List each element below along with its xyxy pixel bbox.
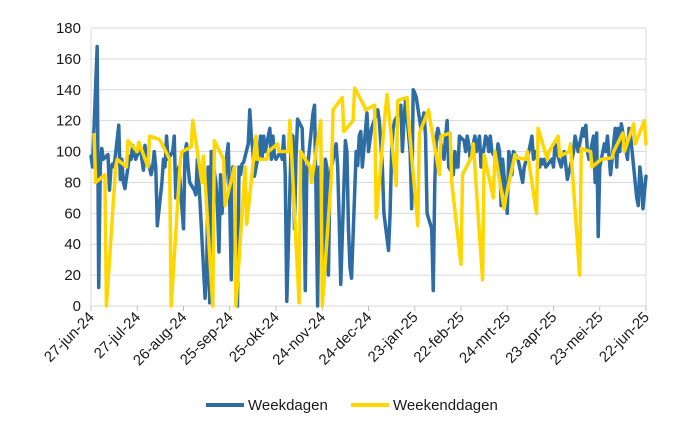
x-axis: 27-jun-2427-jul-2426-aug-2425-sep-2425-o…: [41, 306, 653, 369]
legend-label-weekdagen: Weekdagen: [248, 397, 328, 414]
x-tick-label: 22-jun-25: [596, 309, 653, 366]
y-tick-label: 80: [64, 174, 81, 191]
y-tick-label: 160: [56, 51, 81, 68]
series-line-weekenddagen: [92, 86, 648, 308]
y-tick-label: 0: [73, 298, 81, 315]
x-tick-label: 27-jun-24: [41, 309, 98, 366]
y-tick-label: 140: [56, 82, 81, 99]
y-tick-label: 120: [56, 113, 81, 130]
series-lines: [89, 44, 648, 308]
legend-label-weekenddagen: Weekenddagen: [393, 397, 498, 414]
series-line-weekdagen: [89, 44, 648, 308]
y-tick-label: 20: [64, 267, 81, 284]
y-tick-label: 60: [64, 205, 81, 222]
y-axis: 0 20 40 60 80 100 120 140 160 180: [56, 20, 81, 315]
y-tick-label: 100: [56, 144, 81, 161]
y-tick-label: 40: [64, 236, 81, 253]
y-tick-label: 180: [56, 20, 81, 37]
legend: Weekdagen Weekenddagen: [206, 397, 498, 414]
